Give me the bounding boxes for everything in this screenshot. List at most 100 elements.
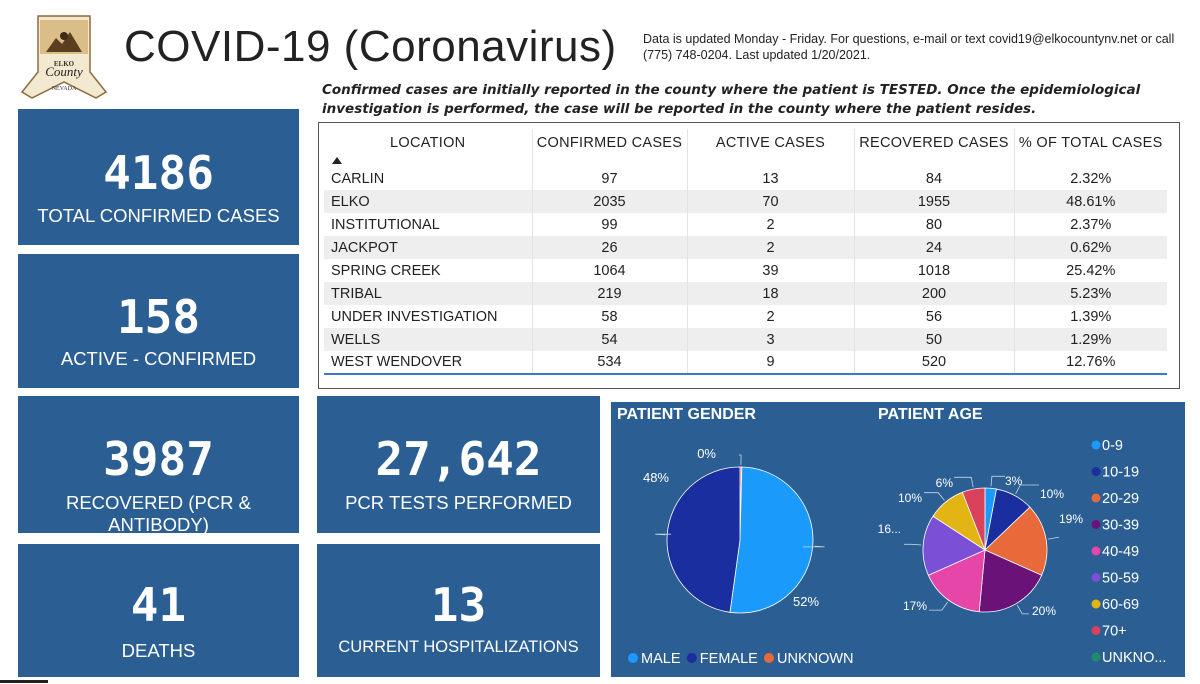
table-row[interactable]: CARLIN 97 13 84 2.32% [324,167,1167,190]
table-row[interactable]: TRIBAL 219 18 200 5.23% [324,282,1167,305]
age-legend-label[interactable]: 10-19 [1102,465,1139,481]
age-pie-leader-line [1015,484,1039,494]
cell-active: 2 [687,236,855,259]
cell-active: 70 [687,190,855,213]
column-header-recovered[interactable]: RECOVERED CASES [854,129,1015,167]
age-pie-leader-line [1016,605,1029,615]
legend-dot-age [1091,493,1101,503]
page-edge-marker [0,680,48,683]
cell-active: 39 [687,259,855,282]
pcr-tests-value: 27,642 [375,432,542,486]
column-header-location[interactable]: LOCATION [324,129,533,167]
age-pie-slice-5059[interactable] [922,515,986,576]
deaths-label: DEATHS [121,640,196,661]
cell-active: 9 [687,351,855,374]
recovered-value: 3987 [103,432,214,486]
age-legend-label[interactable]: 20-29 [1102,491,1139,507]
cell-location: UNDER INVESTIGATION [324,305,533,328]
gender-pie-data-label: 52% [793,594,819,609]
cell-confirmed: 97 [532,167,688,190]
cell-confirmed: 26 [532,236,688,259]
age-pie-data-label: 17% [903,599,927,613]
recovered-card: 3987 RECOVERED (PCR & ANTIBODY) [18,396,299,535]
age-legend-label[interactable]: 60-69 [1102,597,1139,613]
sort-ascending-icon[interactable] [332,157,342,164]
age-pie-data-label: 20% [1032,604,1056,618]
cell-recovered: 200 [854,282,1015,305]
age-pie-slice-4049[interactable] [927,549,986,613]
legend-dot-age [1091,573,1101,582]
active-confirmed-card: 158 ACTIVE - CONFIRMED [18,254,299,388]
active-confirmed-label: ACTIVE - CONFIRMED [60,348,257,369]
age-pie-slice-3039[interactable] [978,549,1043,613]
age-legend-label[interactable]: 50-59 [1102,571,1139,587]
gender-pie-data-label: 48% [643,470,669,485]
cell-active: 13 [687,167,855,190]
demographics-charts: 0% 52% 48% 3% 10% 19% 20% 17% 16... 10% 6% MALE FEMA… [628,438,1166,667]
age-pie-data-label: 3% [1005,474,1023,488]
disclaimer-text: Confirmed cases are initially reported i… [322,82,1141,117]
age-pie-leader-line [990,475,1005,487]
table-row[interactable]: UNDER INVESTIGATION 58 2 56 1.39% [324,305,1167,328]
age-legend-label[interactable]: 40-49 [1102,544,1139,560]
legend-dot-age [1091,652,1101,662]
age-legend-label[interactable]: 70+ [1102,624,1127,640]
cell-location: CARLIN [324,167,533,190]
column-header-confirmed[interactable]: CONFIRMED CASES [532,129,688,167]
age-pie-leader-line [929,601,949,611]
cell-active: 2 [687,213,855,236]
table-row[interactable]: INSTITUTIONAL 99 2 80 2.37% [324,213,1167,236]
cell-confirmed: 58 [532,305,688,328]
column-header-label: LOCATION [390,135,466,151]
table-row[interactable]: JACKPOT 26 2 24 0.62% [324,236,1167,259]
table-row[interactable]: SPRING CREEK 1064 39 1018 25.42% [324,259,1167,282]
cell-recovered: 50 [854,328,1015,351]
table-row[interactable]: ELKO 2035 70 1955 48.61% [324,190,1167,213]
cell-recovered: 56 [854,305,1015,328]
table-row[interactable]: WELLS 54 3 50 1.29% [324,328,1167,351]
cell-confirmed: 54 [532,328,688,351]
column-header-percent[interactable]: % OF TOTAL CASES [1018,135,1163,151]
cell-active: 3 [687,328,855,351]
logo-text-middle: County [45,64,83,79]
cell-active: 18 [687,282,855,305]
table-row[interactable]: WEST WENDOVER 534 9 520 12.76% [324,351,1167,374]
cell-percent: 12.76% [1066,354,1116,370]
age-legend-label[interactable]: 0-9 [1102,438,1123,454]
cell-location: JACKPOT [324,236,533,259]
cell-recovered: 520 [854,351,1015,374]
cell-location: WEST WENDOVER [324,351,533,374]
legend-dot-female [686,653,697,663]
cell-recovered: 1955 [854,190,1015,213]
gender-pie-leader-line [803,545,825,548]
age-pie-leader-line [954,476,974,488]
cell-confirmed: 1064 [532,259,688,282]
cell-confirmed: 2035 [532,190,688,213]
age-pie-slice-2029[interactable] [984,506,1048,576]
gender-legend-label[interactable]: UNKNOWN [777,651,854,667]
deaths-value: 41 [130,578,187,632]
elko-county-seal-logo: ELKO County NEVADA [20,15,108,99]
pcr-tests-label: PCR TESTS PERFORMED [345,492,572,513]
gender-pie-slice-female[interactable] [666,466,741,613]
cell-percent: 0.62% [1070,239,1112,256]
cell-recovered: 1018 [854,259,1015,282]
location-table: LOCATION CONFIRMED CASES ACTIVE CASES RE… [324,129,1167,375]
pcr-tests-card: 27,642 PCR TESTS PERFORMED [317,396,600,533]
active-confirmed-value: 158 [116,290,201,344]
cell-percent: 2.32% [1070,170,1112,187]
hospitalizations-card: 13 CURRENT HOSPITALIZATIONS [317,544,600,677]
legend-dot-age [1091,520,1101,529]
gender-legend-label[interactable]: FEMALE [700,651,758,667]
gender-pie-slice-male[interactable] [729,466,814,614]
age-legend-label[interactable]: 30-39 [1102,518,1139,534]
column-header-active[interactable]: ACTIVE CASES [687,129,855,167]
age-pie-slice-70[interactable] [961,487,986,551]
gender-pie-leader-line [739,454,742,466]
age-legend-label[interactable]: UNKNO... [1102,650,1166,666]
gender-legend-label[interactable]: MALE [641,651,681,667]
age-pie-data-label: 6% [936,476,954,490]
age-pie-data-label: 19% [1059,512,1083,526]
cell-location: SPRING CREEK [324,259,533,282]
cell-location: ELKO [324,190,533,213]
